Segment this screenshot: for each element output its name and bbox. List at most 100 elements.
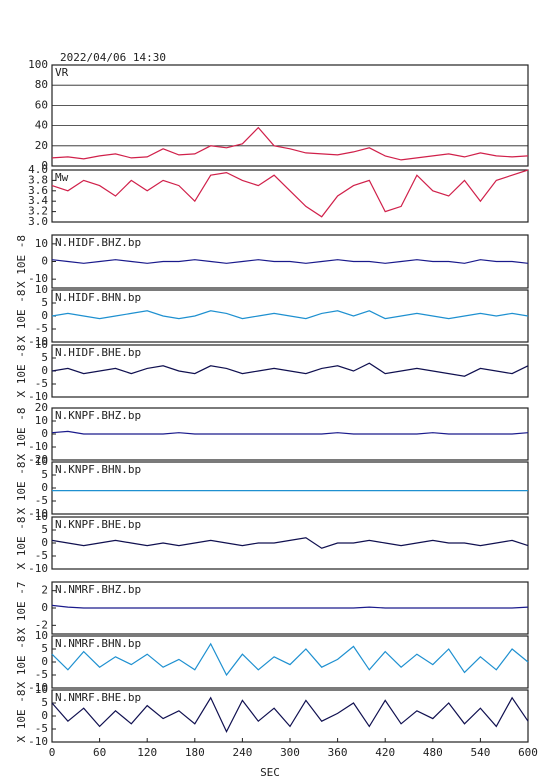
series-line: [51, 430, 529, 435]
x-tick-label: 600: [518, 746, 538, 759]
x-tick-label: 240: [232, 746, 252, 759]
y-tick-label: 3.0: [28, 215, 48, 228]
y-tick-label: -10: [28, 507, 48, 520]
y-tick-label: 10: [35, 455, 48, 468]
series-line: [51, 259, 529, 264]
y-axis-label: X 10E -8: [15, 517, 28, 570]
x-tick-label: 540: [470, 746, 490, 759]
y-tick-label: -5: [35, 494, 48, 507]
y-tick-label: 100: [28, 58, 48, 71]
panel-title: N.KNPF.BHE.bp: [55, 518, 141, 531]
x-axis-label: SEC: [260, 766, 280, 779]
y-tick-label: 5: [41, 523, 48, 536]
x-tick-label: 360: [328, 746, 348, 759]
series-line: [51, 642, 529, 677]
series-line: [51, 126, 529, 161]
panel-frame: [51, 234, 529, 289]
y-tick-label: 3.4: [28, 194, 48, 207]
y-axis-label: X 10E -8: [15, 408, 28, 461]
y-tick-label: 10: [35, 283, 48, 296]
y-tick-label: 4.0: [28, 163, 48, 176]
y-tick-label: 0: [41, 709, 48, 722]
y-tick-label: -10: [28, 335, 48, 348]
panel-frame: [51, 581, 529, 635]
y-tick-label: 20: [35, 139, 48, 152]
panel-title: N.HIDF.BHN.bp: [55, 291, 141, 304]
panel-title: N.NMRF.BHZ.bp: [55, 583, 141, 596]
y-tick-label: 0: [41, 601, 48, 614]
x-tick-label: 420: [375, 746, 395, 759]
y-tick-label: 10: [35, 237, 48, 250]
y-tick-label: 5: [41, 296, 48, 309]
y-axis-label: X 10E -8: [15, 235, 28, 288]
y-tick-label: 0: [41, 364, 48, 377]
y-tick-label: -10: [28, 390, 48, 403]
panel-frame: [51, 407, 529, 461]
y-axis-label: X 10E -7: [15, 582, 28, 635]
y-tick-label: 0: [41, 655, 48, 668]
series-line: [51, 604, 529, 609]
y-tick-label: -10: [28, 681, 48, 694]
y-tick-label: 20: [35, 401, 48, 414]
y-tick-label: 0: [41, 481, 48, 494]
x-tick-label: 300: [280, 746, 300, 759]
y-tick-label: -5: [35, 668, 48, 681]
x-tick-label: 60: [93, 746, 106, 759]
panel-frame: [51, 516, 529, 570]
y-tick-label: -5: [35, 722, 48, 735]
y-tick-label: -10: [28, 735, 48, 748]
y-axis-label: X 10E -8: [15, 345, 28, 398]
y-axis-label: X 10E -8: [15, 290, 28, 343]
panel-title: Mw: [55, 171, 69, 184]
y-tick-label: 5: [41, 351, 48, 364]
y-tick-label: -10: [28, 440, 48, 453]
y-tick-label: -20: [28, 453, 48, 466]
y-tick-label: 0: [41, 536, 48, 549]
y-tick-label: 10: [35, 629, 48, 642]
panel-title: N.HIDF.BHE.bp: [55, 346, 141, 359]
y-tick-label: 0: [41, 255, 48, 268]
panel-frame: [51, 461, 529, 515]
y-tick-label: 60: [35, 98, 48, 111]
y-tick-label: 10: [35, 683, 48, 696]
y-tick-label: 5: [41, 468, 48, 481]
y-tick-label: 0: [41, 427, 48, 440]
y-tick-label: 3.6: [28, 184, 48, 197]
y-tick-label: 10: [35, 510, 48, 523]
y-tick-label: 5: [41, 696, 48, 709]
y-tick-label: 5: [41, 642, 48, 655]
series-line: [51, 169, 529, 218]
panel-title: N.KNPF.BHN.bp: [55, 463, 141, 476]
y-tick-label: 10: [35, 414, 48, 427]
panel-title: N.KNPF.BHZ.bp: [55, 409, 141, 422]
x-tick-label: 180: [185, 746, 205, 759]
x-tick-label: 480: [423, 746, 443, 759]
panel-frame: [51, 64, 529, 167]
timestamp: 2022/04/06 14:30: [60, 51, 166, 64]
y-tick-label: -10: [28, 272, 48, 285]
y-tick-label: 0: [41, 309, 48, 322]
y-axis-label: X 10E -8: [15, 636, 28, 689]
x-tick-label: 0: [49, 746, 56, 759]
y-tick-label: 40: [35, 119, 48, 132]
y-tick-label: 2: [41, 584, 48, 597]
y-tick-label: -10: [28, 562, 48, 575]
y-tick-label: -5: [35, 549, 48, 562]
y-tick-label: -5: [35, 377, 48, 390]
x-tick-label: 120: [137, 746, 157, 759]
panel-title: N.HIDF.BHZ.bp: [55, 236, 141, 249]
series-line: [51, 362, 529, 377]
panel-frame: [51, 169, 529, 223]
y-tick-label: -2: [35, 618, 48, 631]
panel-title: N.NMRF.BHN.bp: [55, 637, 141, 650]
series-line: [51, 310, 529, 320]
y-tick-label: 10: [35, 338, 48, 351]
panel-title: VR: [55, 66, 69, 79]
series-line: [51, 537, 529, 549]
y-tick-label: 3.2: [28, 205, 48, 218]
y-axis-label: X 10E -8: [15, 690, 28, 743]
panel-title: N.NMRF.BHE.bp: [55, 691, 141, 704]
y-tick-label: 0: [41, 159, 48, 172]
